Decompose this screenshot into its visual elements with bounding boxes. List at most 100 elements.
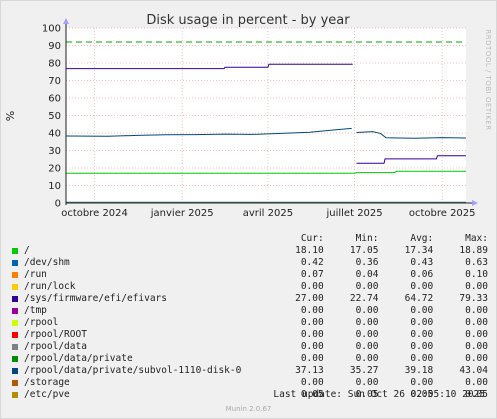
rrdtool-credit: RRDTOOL / TOBI OETIKER: [484, 29, 492, 130]
legend-min-value: 35.27: [349, 365, 379, 376]
legend-max-value: 79.33: [459, 293, 488, 304]
legend-cur-value: 0.00: [300, 305, 324, 316]
legend-avg-value: 0.00: [410, 305, 434, 316]
legend-max-value: 0.10: [465, 269, 488, 280]
legend-cur-value: 18.10: [295, 245, 324, 256]
legend-max-value: 0.00: [465, 341, 488, 352]
legend-avg-value: 0.05: [410, 389, 434, 400]
y-tick-label: 70: [48, 76, 61, 87]
legend-series-name: /sys/firmware/efi/efivars: [24, 293, 167, 304]
legend-swatch: [12, 392, 18, 398]
legend-row: /dev/shm 0.42 0.36 0.43 0.63: [12, 257, 488, 269]
legend-swatch: [12, 356, 18, 362]
legend-cur-value: 0.00: [300, 341, 324, 352]
legend-series-name: /rpool/ROOT: [24, 329, 87, 340]
legend-max-value: 0.00: [465, 305, 488, 316]
legend-swatch: [12, 344, 18, 350]
legend-row: /sys/firmware/efi/efivars 27.00 22.74 64.72…: [12, 293, 488, 305]
legend-max-value: 0.00: [465, 353, 488, 364]
legend-max-value: 0.00: [465, 377, 488, 388]
legend-cur-value: 0.05: [300, 389, 324, 400]
legend-row: /rpool/data/private/subvol-1110-disk-0 37…: [12, 365, 488, 377]
legend-cur-value: 0.07: [300, 269, 324, 280]
legend-max-value: 0.63: [465, 257, 488, 268]
legend-cur-value: 0.00: [300, 353, 324, 364]
legend-max-value: 0.00: [465, 317, 488, 328]
legend-min-value: 0.00: [355, 305, 379, 316]
legend-max-value: 43.04: [459, 365, 488, 376]
legend-swatch: [12, 260, 18, 266]
legend-swatch: [12, 296, 18, 302]
x-tick-label: octobre 2025: [409, 208, 476, 219]
legend: Cur: Min: Avg: Max: / 18.10 17.05 17.34 18.8…: [12, 233, 488, 401]
legend-avg-value: 0.00: [410, 377, 434, 388]
y-tick-label: 0: [55, 199, 61, 210]
legend-row: /storage 0.00 0.00 0.00 0.00: [12, 377, 488, 389]
legend-cur-value: 27.00: [295, 293, 324, 304]
legend-min-value: 0.36: [355, 257, 379, 268]
legend-avg-value: 39.18: [404, 365, 434, 376]
legend-row: /rpool/ROOT 0.00 0.00 0.00 0.00: [12, 329, 488, 341]
legend-row: /rpool/data/private 0.00 0.00 0.00 0.00: [12, 353, 488, 365]
x-tick-label: avril 2025: [243, 208, 293, 219]
legend-min-value: 0.05: [355, 389, 379, 400]
x-tick-label: octobre 2024: [61, 208, 128, 219]
y-axis-arrow: [63, 18, 69, 24]
legend-row: /run/lock 0.00 0.00 0.00 0.00: [12, 281, 488, 293]
legend-avg-value: 0.43: [410, 257, 434, 268]
legend-swatch: [12, 272, 18, 278]
legend-swatch: [12, 308, 18, 314]
legend-swatch: [12, 380, 18, 386]
legend-min-value: 0.00: [355, 317, 379, 328]
legend-swatch: [12, 368, 18, 374]
legend-series-name: /: [24, 245, 30, 256]
legend-avg-value: 0.06: [410, 269, 434, 280]
col-cur-header: Cur:: [300, 233, 324, 244]
legend-min-value: 0.04: [355, 269, 379, 280]
series-line-0: [66, 170, 466, 174]
legend-swatch: [12, 248, 18, 254]
legend-min-value: 0.00: [355, 341, 379, 352]
legend-row: /etc/pve 0.05 0.05 0.05 0.05: [12, 389, 488, 401]
legend-header: Cur: Min: Avg: Max:: [12, 233, 488, 245]
legend-avg-value: 0.00: [410, 329, 434, 340]
legend-series-name: /run/lock: [24, 281, 76, 292]
legend-min-value: 22.74: [349, 293, 379, 304]
munin-version: Munin 2.0.67: [225, 405, 272, 413]
legend-min-value: 0.00: [355, 329, 379, 340]
y-tick-label: 40: [48, 129, 61, 140]
col-max-header: Max:: [465, 233, 488, 244]
legend-avg-value: 0.00: [410, 317, 434, 328]
x-tick-label: janvier 2025: [150, 208, 214, 219]
legend-cur-value: 0.00: [300, 329, 324, 340]
legend-series-name: /rpool: [24, 317, 59, 328]
legend-series-name: /rpool/data: [24, 341, 87, 352]
legend-swatch: [12, 320, 18, 326]
chart-title: Disk usage in percent - by year: [146, 13, 350, 28]
y-axis-label: %: [4, 111, 17, 121]
chart: 0 10 20 30 40 50 60 70 80 90 100 octobre 2024 janvie…: [4, 13, 492, 219]
series-line-4: [66, 63, 466, 164]
legend-row: /rpool 0.00 0.00 0.00 0.00: [12, 317, 488, 329]
col-min-header: Min:: [355, 233, 379, 244]
legend-max-value: 18.89: [459, 245, 488, 256]
legend-cur-value: 0.00: [300, 317, 324, 328]
legend-avg-value: 17.34: [404, 245, 434, 256]
legend-avg-value: 0.00: [410, 281, 434, 292]
x-tick-label: juillet 2025: [325, 208, 382, 219]
legend-avg-value: 64.72: [404, 293, 434, 304]
y-tick-label: 80: [48, 59, 61, 70]
legend-row: /rpool/data 0.00 0.00 0.00 0.00: [12, 341, 488, 353]
y-tick-label: 60: [48, 94, 61, 105]
y-tick-label: 50: [48, 111, 61, 122]
legend-cur-value: 0.00: [300, 281, 324, 292]
legend-min-value: 0.00: [355, 377, 379, 388]
legend-max-value: 0.05: [465, 389, 488, 400]
legend-series-name: /tmp: [24, 305, 47, 316]
legend-series-name: /etc/pve: [24, 389, 70, 400]
x-axis-arrow: [472, 200, 478, 206]
legend-rows: / 18.10 17.05 17.34 18.89/dev/shm 0.42 0.36 0.4…: [12, 245, 488, 401]
legend-cur-value: 0.00: [300, 377, 324, 388]
legend-row: /run 0.07 0.04 0.06 0.10: [12, 269, 488, 281]
y-tick-label: 100: [42, 24, 61, 35]
